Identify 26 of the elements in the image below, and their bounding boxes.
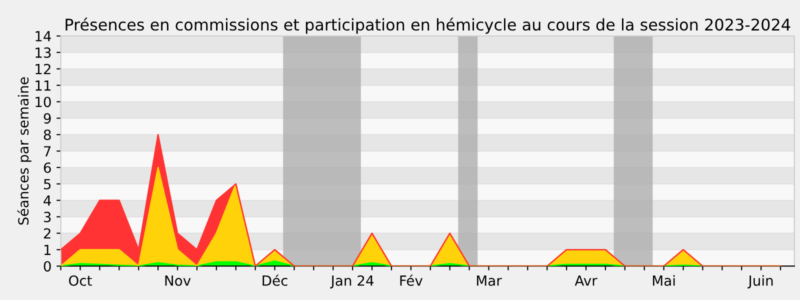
x-tick-label: Avr [574,276,598,286]
chart-title: Présences en commissions et participation en hémicycle au cours de la session 2023-2024 [66,18,790,34]
y-tick-label: 12 [36,64,50,74]
x-tick-label: Jan 24 [330,275,374,288]
y-tick-label: 11 [36,80,50,91]
y-tick-label: 14 [36,31,51,42]
x-tick-label: Mar [476,276,502,286]
y-tick-label: 3 [44,212,51,222]
y-tick-label: 9 [44,113,51,124]
y-axis-title: Séances par semaine [17,77,32,225]
y-tick-label: 10 [36,96,51,108]
y-tick-label: 0 [44,261,51,272]
x-tick-label: Mai [652,275,675,286]
y-tick-label: 13 [36,47,51,58]
x-tick-label: Oct [69,275,92,286]
y-tick-label: 2 [44,228,50,239]
x-tick-label: Nov [165,276,191,286]
x-tick-label: Juin [748,275,773,288]
y-tick-label: 1 [44,244,50,255]
y-tick-label: 7 [44,146,51,156]
x-tick-label: Fév [400,274,423,286]
y-tick-label: 5 [44,179,51,190]
y-tick-label: 8 [44,130,51,140]
y-tick-label: 6 [44,162,51,173]
x-tick-label: Déc [262,274,288,286]
y-tick-label: 4 [44,196,51,206]
